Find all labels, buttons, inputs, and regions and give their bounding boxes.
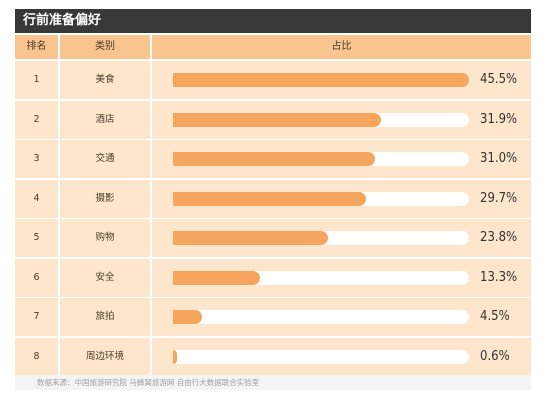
category-label: 旅拍 (60, 298, 150, 336)
table-row: 7 旅拍 4.5% (15, 298, 531, 336)
bar-track (173, 152, 469, 166)
rank-label: 6 (15, 258, 58, 297)
table-row: 8 周边环境 0.6% (15, 337, 531, 376)
bar (173, 270, 260, 285)
bar (173, 231, 328, 245)
source-note: 数据来源：中国旅游研究院 马蜂窝旅游网 自由行大数据联合实验室 (15, 375, 531, 390)
table-row: 5 购物 23.8% (15, 219, 531, 257)
rank-label: 4 (15, 179, 58, 218)
chart-title: 行前准备偏好 (15, 9, 531, 33)
table-row: 4 摄影 29.7% (15, 179, 531, 218)
bar (173, 73, 469, 87)
header-rank: 排名 (15, 35, 58, 59)
table-row: 6 安全 13.3% (15, 258, 531, 297)
value-label: 23.8% (480, 230, 518, 245)
header-category: 类别 (60, 35, 150, 59)
bar-track (173, 231, 469, 245)
rank-label: 5 (15, 219, 58, 257)
rank-label: 3 (15, 140, 58, 178)
category-label: 购物 (60, 219, 150, 257)
value-label: 29.7% (480, 190, 518, 206)
bar-cell: 45.5% (152, 61, 531, 99)
bar (173, 191, 367, 206)
bar (173, 310, 203, 324)
bar-track (173, 112, 469, 127)
bar-cell: 13.3% (152, 258, 531, 297)
bar-cell: 0.6% (152, 337, 531, 376)
header-share: 占比 (152, 35, 531, 59)
value-label: 31.9% (480, 111, 518, 127)
category-label: 安全 (60, 258, 150, 297)
table-row: 2 酒店 31.9% (15, 100, 531, 139)
bar-cell: 29.7% (152, 179, 531, 218)
bar-cell: 31.0% (152, 140, 531, 178)
table-row: 3 交通 31.0% (15, 140, 531, 178)
table-header: 排名 类别 占比 (15, 35, 531, 59)
bar (173, 152, 375, 166)
bar-cell: 23.8% (152, 219, 531, 257)
category-label: 交通 (60, 140, 150, 178)
category-label: 酒店 (60, 100, 150, 139)
table-row: 1 美食 45.5% (15, 61, 531, 99)
bar (173, 112, 381, 127)
value-label: 0.6% (480, 348, 510, 364)
value-label: 13.3% (480, 269, 518, 285)
ranking-table-card: 行前准备偏好 排名 类别 占比 1 美食 45.5% 2 酒店 31.9% 3 交通 31.0%… (15, 9, 531, 390)
category-label: 美食 (60, 61, 150, 99)
rank-label: 1 (15, 61, 58, 99)
value-label: 31.0% (480, 151, 518, 166)
bar-cell: 31.9% (152, 100, 531, 139)
bar-track (173, 310, 469, 324)
rank-label: 8 (15, 337, 58, 376)
bar-track (173, 73, 469, 87)
bar-track (173, 270, 469, 285)
rank-label: 2 (15, 100, 58, 139)
rank-label: 7 (15, 298, 58, 336)
category-label: 摄影 (60, 179, 150, 218)
bar (173, 349, 177, 364)
bar-cell: 4.5% (152, 298, 531, 336)
value-label: 4.5% (480, 309, 510, 324)
bar-track (173, 349, 469, 364)
value-label: 45.5% (480, 72, 518, 87)
bar-track (173, 191, 469, 206)
category-label: 周边环境 (60, 337, 150, 376)
